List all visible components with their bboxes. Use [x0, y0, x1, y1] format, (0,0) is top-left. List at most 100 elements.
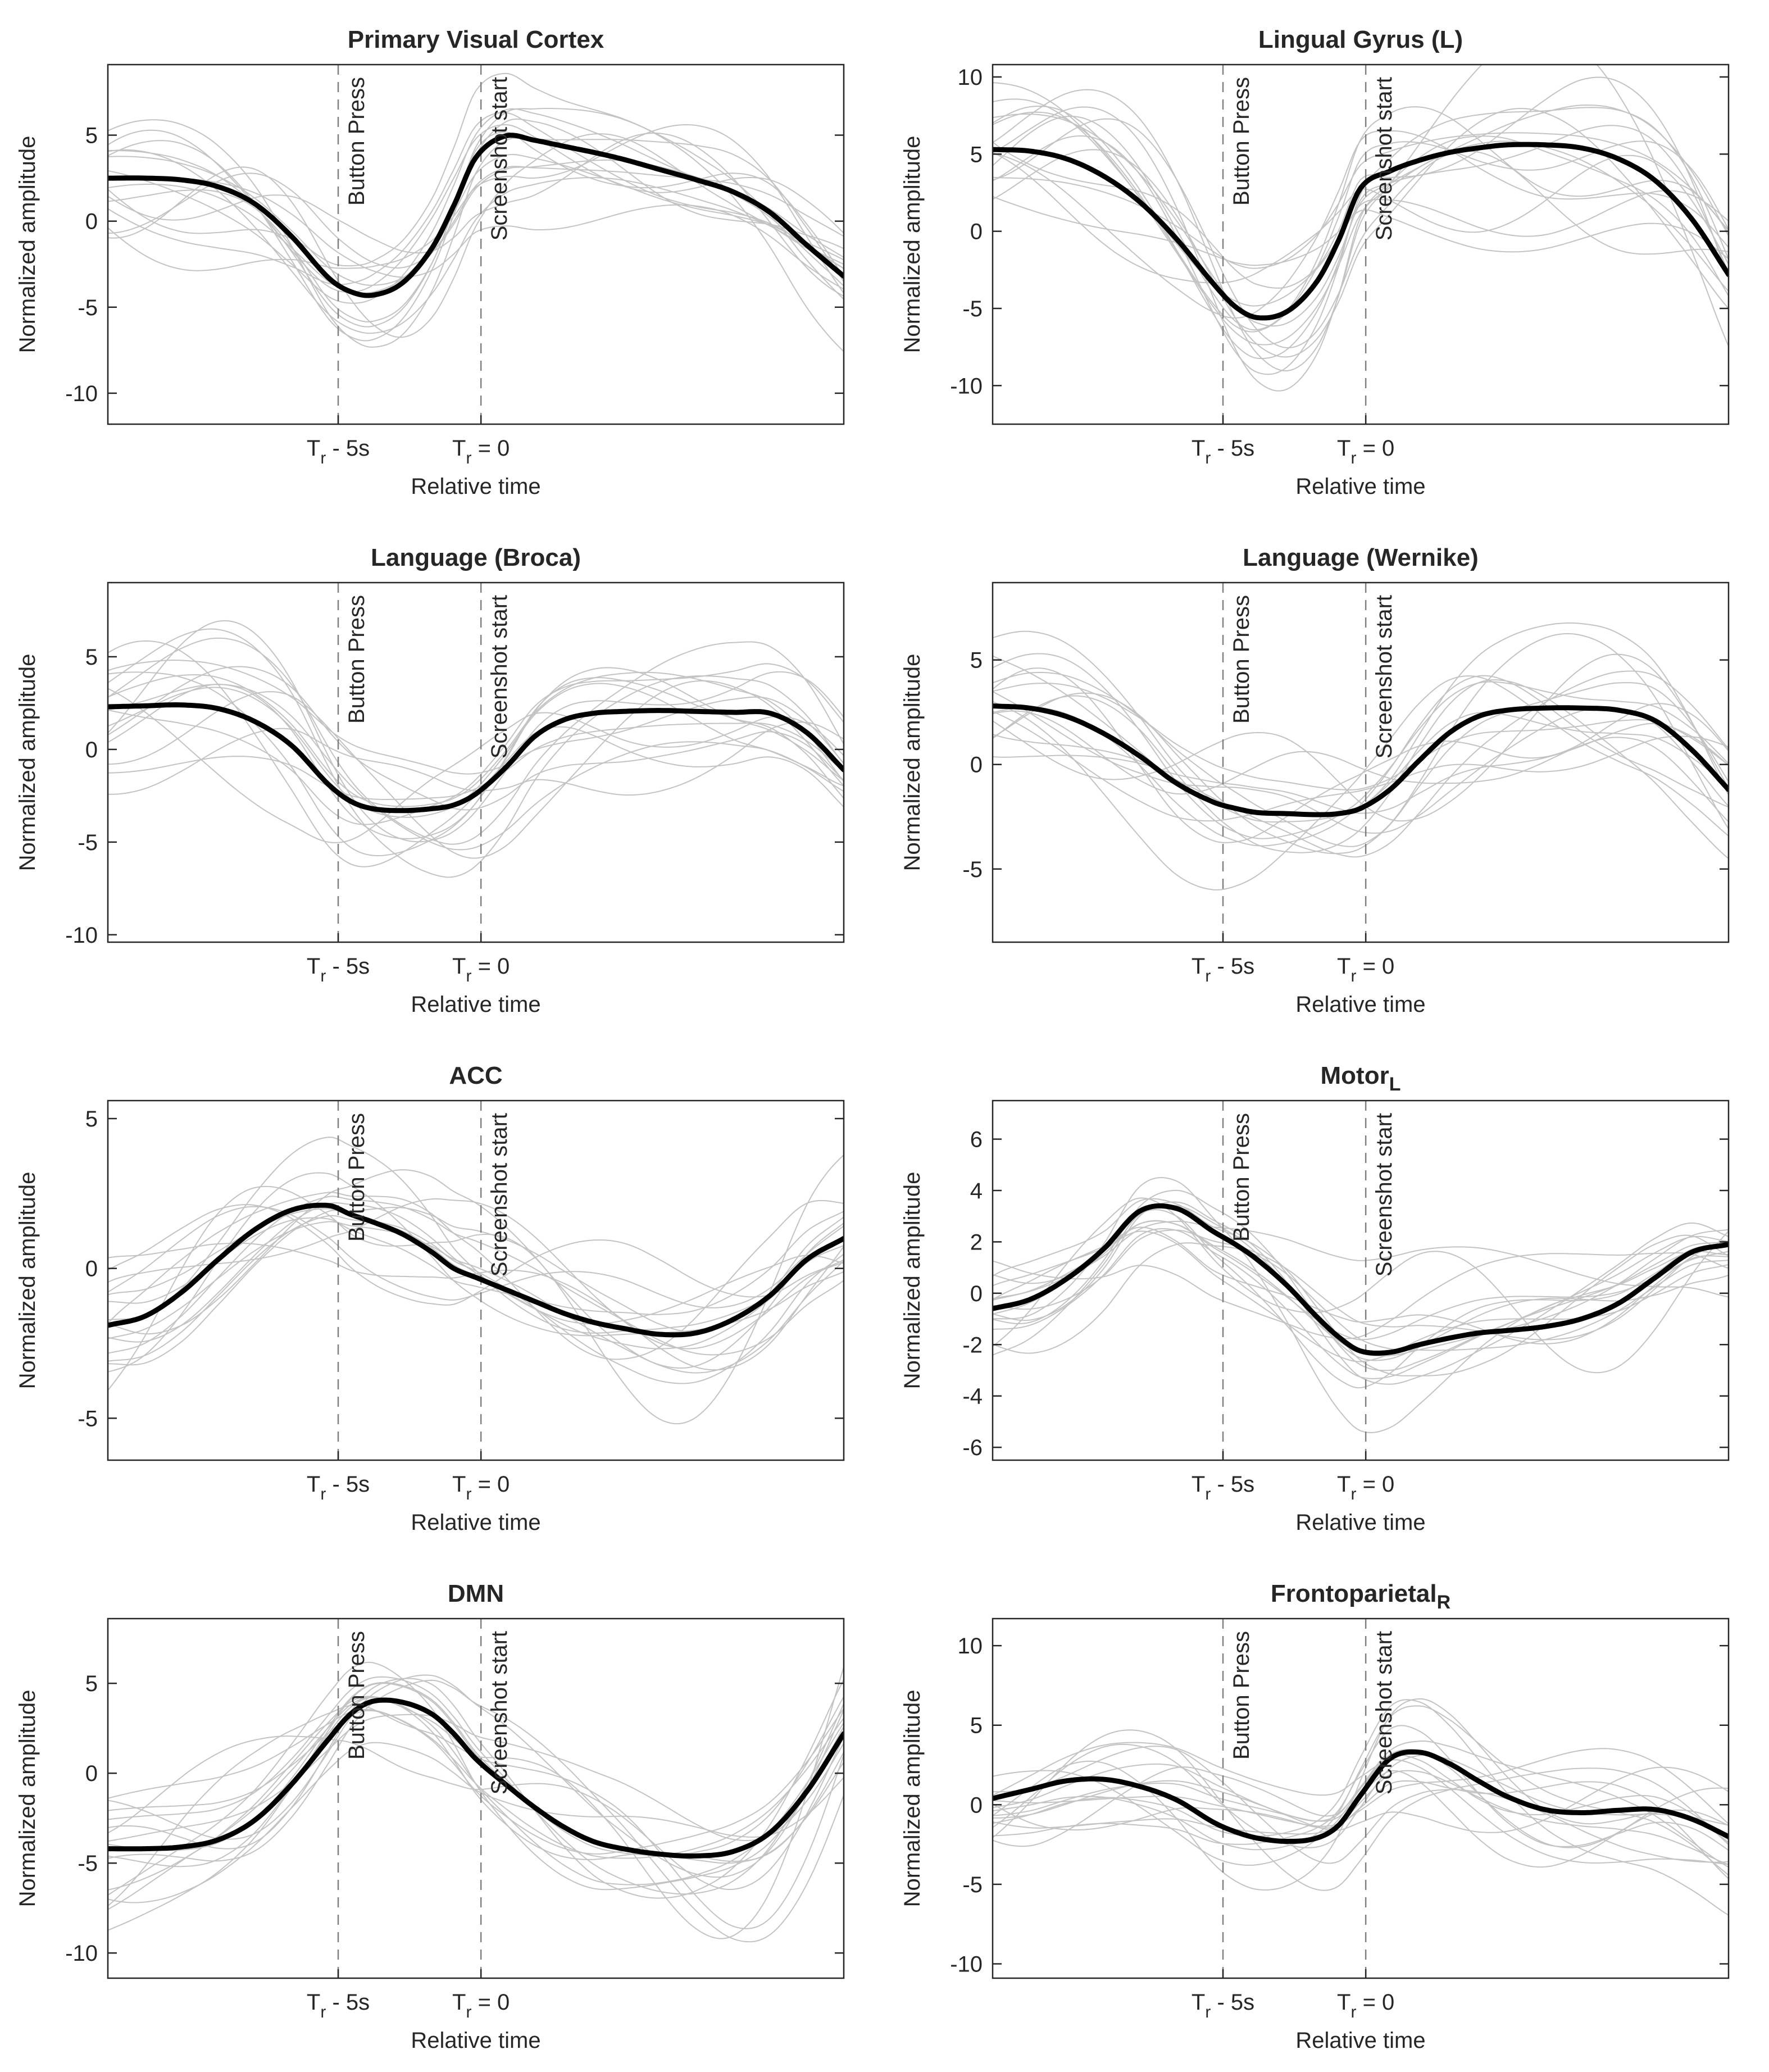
- panel-motor-l: 6 4 2 0 -2 -4 -6 Tr - 5s Tr = 0 Button Press Scree…: [900, 1062, 1730, 1535]
- trial-line: [108, 72, 844, 352]
- y-tick-label: 0: [970, 1282, 983, 1306]
- trial-line: [993, 118, 1729, 348]
- button-press-annotation: Button Press: [1229, 595, 1254, 724]
- y-tick-label: 5: [970, 1714, 983, 1738]
- trial-line: [108, 1221, 844, 1374]
- trial-line: [993, 1197, 1729, 1374]
- panel-language-broca: 5 0 -5 -10 Tr - 5s Tr = 0 Button Press Screensh…: [15, 544, 845, 1017]
- data-lines-layer: [108, 620, 844, 878]
- trial-line: [993, 711, 1729, 822]
- trial-line: [108, 1196, 844, 1356]
- trial-line: [993, 1201, 1729, 1385]
- y-tick-label: -10: [950, 374, 983, 398]
- x-tick-label: Tr - 5s: [307, 436, 370, 467]
- trial-line: [108, 1679, 844, 1943]
- x-axis-label: Relative time: [411, 1510, 540, 1535]
- data-lines-layer: [993, 622, 1729, 890]
- mean-line: [108, 1202, 844, 1338]
- x-tick-label: Tr = 0: [1337, 1472, 1394, 1503]
- trial-line: [108, 660, 844, 775]
- trial-line: [108, 722, 844, 800]
- trial-line: [993, 710, 1729, 823]
- x-axis-label: Relative time: [1295, 2028, 1425, 2053]
- trial-line: [993, 1698, 1729, 1891]
- trial-line: [108, 1169, 844, 1369]
- trial-line: [993, 1766, 1729, 1833]
- x-axis-label: Relative time: [411, 992, 540, 1017]
- panel-title: MotorL: [1321, 1062, 1401, 1095]
- button-press-annotation: Button Press: [344, 595, 369, 724]
- trial-line: [108, 640, 844, 867]
- panel-title: Lingual Gyrus (L): [1258, 26, 1463, 53]
- data-lines-layer: [108, 72, 844, 352]
- y-tick-label: 0: [85, 210, 98, 234]
- trial-line: [108, 1206, 844, 1308]
- x-tick-label: Tr = 0: [1337, 436, 1394, 467]
- trial-line: [108, 133, 844, 338]
- y-tick-label: -10: [65, 381, 98, 406]
- trial-line: [108, 1154, 844, 1425]
- trial-line: [993, 675, 1729, 847]
- trial-line: [993, 682, 1729, 855]
- data-lines-layer: [108, 1661, 844, 1943]
- trial-line: [108, 620, 844, 843]
- button-press-annotation: Button Press: [1229, 77, 1254, 206]
- trial-line: [108, 1676, 844, 1895]
- axes-box: [992, 63, 1730, 425]
- trial-line: [993, 196, 1729, 266]
- trial-line: [108, 684, 844, 851]
- panel-language-wernike: 5 0 -5 Tr - 5s Tr = 0 Button Press Screenshot …: [900, 544, 1730, 1017]
- y-tick-label: 0: [85, 738, 98, 762]
- x-tick-label: Tr - 5s: [1192, 1472, 1254, 1503]
- panel-title: Language (Broca): [371, 544, 581, 571]
- x-axis-label: Relative time: [1295, 474, 1425, 499]
- x-axis-label: Relative time: [1295, 992, 1425, 1017]
- trial-line: [993, 633, 1729, 847]
- panel-title: DMN: [448, 1580, 504, 1607]
- y-tick-label: 0: [85, 1761, 98, 1786]
- y-tick-label: 0: [85, 1257, 98, 1282]
- data-lines-layer: [993, 65, 1729, 392]
- y-tick-label: -5: [962, 857, 983, 882]
- trial-line: [993, 667, 1729, 843]
- screenshot-start-annotation: Screenshot start: [487, 1113, 512, 1276]
- mean-line: [993, 1749, 1729, 1844]
- y-axis-label: Normalized amplitude: [900, 1172, 925, 1389]
- button-press-annotation: Button Press: [1229, 1113, 1254, 1242]
- y-tick-label: -10: [950, 1952, 983, 1977]
- trial-line: [108, 131, 844, 322]
- y-tick-label: 5: [85, 1671, 98, 1696]
- mean-line: [993, 1203, 1729, 1356]
- y-tick-label: 10: [958, 65, 983, 90]
- y-tick-label: -4: [962, 1384, 983, 1409]
- trial-line: [108, 637, 844, 845]
- y-tick-label: 0: [970, 220, 983, 244]
- trial-line: [108, 1682, 844, 1856]
- trial-line: [993, 98, 1729, 307]
- panel-title: Language (Wernike): [1243, 544, 1479, 571]
- panel-dmn: 5 0 -5 -10 Tr - 5s Tr = 0 Button Press Screensh…: [15, 1580, 845, 2053]
- y-axis-label: Normalized amplitude: [900, 654, 925, 871]
- trial-line: [993, 111, 1729, 333]
- x-tick-label: Tr - 5s: [1192, 954, 1254, 985]
- y-tick-label: 2: [970, 1230, 983, 1255]
- axes-box: [992, 581, 1730, 943]
- button-press-annotation: Button Press: [344, 77, 369, 206]
- trial-line: [108, 1204, 844, 1306]
- y-axis-label: Normalized amplitude: [15, 1690, 40, 1907]
- axes-box: [107, 63, 845, 425]
- trial-line: [993, 106, 1729, 331]
- trial-line: [993, 1725, 1729, 1851]
- data-lines-layer: [993, 1177, 1729, 1433]
- trial-line: [993, 108, 1729, 358]
- trial-line: [108, 124, 844, 294]
- axes-box: [992, 1099, 1730, 1461]
- mean-line: [993, 142, 1729, 321]
- axes-box: [107, 1099, 845, 1461]
- screenshot-start-annotation: Screenshot start: [1372, 1113, 1397, 1276]
- trial-line: [993, 1740, 1729, 1868]
- y-tick-label: 5: [85, 124, 98, 148]
- mean-line: [108, 133, 844, 298]
- trial-line: [108, 683, 844, 818]
